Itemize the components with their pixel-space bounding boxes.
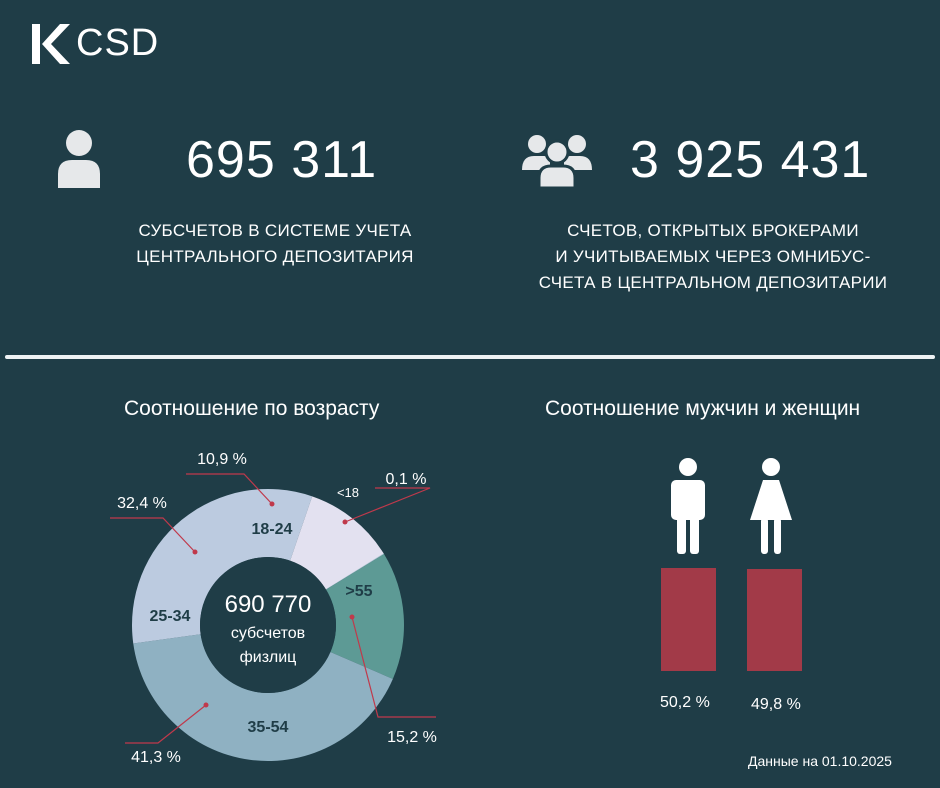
- caption-line: СУБСЧЕТОВ В СИСТЕМЕ УЧЕТА: [138, 221, 412, 240]
- male-icon: [671, 458, 705, 554]
- segment-label-u18: <18: [337, 485, 359, 500]
- donut-slice-25-34: [132, 489, 313, 644]
- donut-center-line1: субсчетов: [231, 625, 305, 642]
- data-date: Данные на 01.10.2025: [748, 753, 892, 769]
- bar-label-female: 49,8 %: [751, 696, 801, 713]
- stat-broker-accounts-value: 3 925 431: [630, 131, 871, 189]
- age-donut-chart: 690 770 субсчетов физлиц 18-24 25-34 35-…: [110, 451, 437, 766]
- donut-hole: [200, 557, 336, 693]
- caption-line: СЧЕТА В ЦЕНТРАЛЬНОМ ДЕПОЗИТАРИИ: [538, 273, 888, 292]
- pct-label-55: 15,2 %: [387, 729, 437, 746]
- logo-text: CSD: [76, 22, 160, 64]
- segment-label-35-54: 35-54: [248, 719, 289, 736]
- caption-line: СЧЕТОВ, ОТКРЫТЫХ БРОКЕРАМИ: [567, 221, 859, 240]
- caption-line: И УЧИТЫВАЕМЫХ ЧЕРЕЗ ОМНИБУС-: [555, 247, 871, 266]
- segment-label-18-24: 18-24: [252, 521, 293, 538]
- gender-chart-title: Соотношение мужчин и женщин: [545, 397, 861, 420]
- donut-slice-18-24: [290, 496, 384, 590]
- caption-line: ЦЕНТРАЛЬНОГО ДЕПОЗИТАРИЯ: [136, 247, 414, 266]
- user-icon: [58, 130, 100, 188]
- gender-bars: [650, 560, 820, 671]
- logo-mark-icon: [32, 24, 70, 64]
- donut-center-value: 690 770: [225, 591, 312, 618]
- donut-center-line2: физлиц: [240, 649, 297, 666]
- stat-broker-accounts-caption: СЧЕТОВ, ОТКРЫТЫХ БРОКЕРАМИ И УЧИТЫВАЕМЫХ…: [508, 218, 918, 296]
- users-group-icon: [522, 135, 592, 188]
- section-divider: [5, 355, 935, 359]
- pct-label-18-24: 10,9 %: [197, 451, 247, 468]
- gender-bar-male: [661, 568, 716, 671]
- bar-label-male: 50,2 %: [660, 694, 710, 711]
- stat-subaccounts-value: 695 311: [186, 131, 378, 189]
- age-chart-title: Соотношение по возрасту: [124, 397, 380, 420]
- segment-label-25-34: 25-34: [150, 608, 191, 625]
- female-icon: [750, 458, 792, 554]
- leader-dots: [192, 501, 355, 708]
- pct-label-35-54: 41,3 %: [131, 749, 181, 766]
- pct-label-u18: 0,1 %: [386, 471, 427, 488]
- donut-slice-over-55: [326, 554, 405, 679]
- segment-label-55: >55: [345, 583, 372, 600]
- stat-subaccounts-caption: СУБСЧЕТОВ В СИСТЕМЕ УЧЕТА ЦЕНТРАЛЬНОГО Д…: [100, 218, 450, 270]
- pct-label-25-34: 32,4 %: [117, 495, 167, 512]
- gender-bar-female: [747, 569, 802, 671]
- donut-slice-35-54: [133, 634, 393, 761]
- leader-lines: [110, 473, 436, 744]
